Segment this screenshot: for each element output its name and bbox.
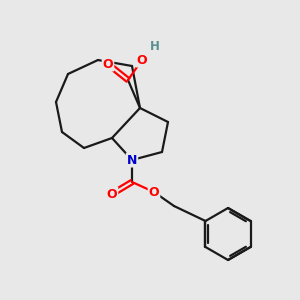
Text: O: O [149, 185, 159, 199]
Text: H: H [150, 40, 160, 53]
Text: N: N [127, 154, 137, 166]
Text: O: O [103, 58, 113, 70]
Text: O: O [107, 188, 117, 200]
Text: O: O [137, 53, 147, 67]
